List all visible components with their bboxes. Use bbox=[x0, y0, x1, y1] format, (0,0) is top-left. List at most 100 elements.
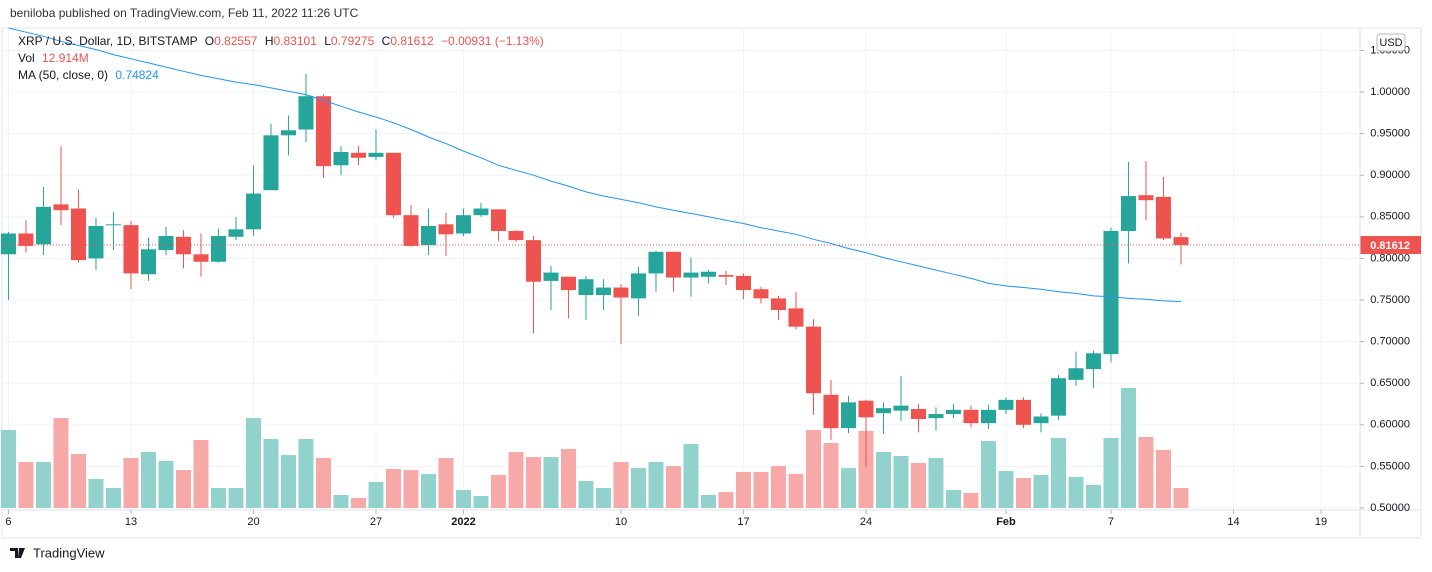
volume-bar bbox=[735, 471, 751, 508]
volume-bar bbox=[525, 457, 541, 508]
volume-bar bbox=[595, 488, 611, 508]
candle-body bbox=[473, 208, 489, 216]
volume-bar bbox=[665, 466, 681, 508]
candle-body bbox=[1103, 230, 1119, 355]
candle-body bbox=[333, 151, 349, 166]
ma-line bbox=[8, 27, 1182, 302]
volume-bar bbox=[648, 462, 664, 508]
volume-bar bbox=[175, 470, 191, 508]
change-value: −0.00931 (−1.13%) bbox=[441, 34, 544, 48]
candle-body bbox=[998, 399, 1014, 410]
candle-body bbox=[665, 251, 681, 278]
candle-body bbox=[543, 272, 559, 281]
candle-body bbox=[315, 96, 331, 167]
candle-body bbox=[893, 405, 909, 411]
candle-body bbox=[490, 209, 506, 231]
x-tick-label: 13 bbox=[125, 516, 137, 528]
ma-value: 0.74824 bbox=[115, 68, 159, 82]
volume-bar bbox=[263, 438, 279, 508]
ma-name: MA (50, close, 0) bbox=[18, 68, 108, 82]
candle-body bbox=[175, 236, 191, 255]
candle-body bbox=[595, 287, 611, 296]
volume-bar bbox=[700, 494, 716, 508]
volume-bar bbox=[945, 490, 961, 508]
volume-bar bbox=[333, 494, 349, 508]
legend-ma: MA (50, close, 0) 0.74824 bbox=[18, 68, 159, 82]
currency-badge[interactable] bbox=[1376, 33, 1406, 52]
candle-body bbox=[1138, 195, 1154, 201]
high-label: H bbox=[265, 34, 274, 48]
candle-body bbox=[210, 235, 226, 262]
volume-bar bbox=[910, 462, 926, 508]
candle-body bbox=[1085, 353, 1101, 370]
candle-body bbox=[385, 152, 401, 216]
candle-body bbox=[840, 402, 856, 429]
candle-body bbox=[0, 233, 16, 255]
volume-bar bbox=[245, 418, 261, 508]
y-tick-label: 0.90000 bbox=[1370, 169, 1410, 181]
candle-body bbox=[35, 206, 51, 245]
last-price-box bbox=[1360, 236, 1421, 255]
candle-body bbox=[770, 298, 786, 311]
candle-body bbox=[875, 408, 891, 414]
candle-body bbox=[1033, 416, 1049, 424]
volume-bar bbox=[315, 457, 331, 508]
candle-body bbox=[420, 225, 436, 246]
candle-body bbox=[368, 152, 384, 157]
low-value: 0.79275 bbox=[331, 34, 375, 48]
volume-bar bbox=[0, 429, 16, 508]
volume-bar bbox=[1173, 488, 1189, 508]
volume-bar bbox=[770, 466, 786, 508]
close-value: 0.81612 bbox=[390, 34, 434, 48]
volume-bar bbox=[403, 470, 419, 508]
volume-bar bbox=[998, 470, 1014, 508]
volume-bar bbox=[543, 457, 559, 508]
candle-body bbox=[630, 273, 646, 299]
candle-body bbox=[158, 235, 174, 251]
candle-body bbox=[683, 272, 699, 278]
x-tick-label: 6 bbox=[5, 516, 11, 528]
volume-bar bbox=[1120, 388, 1136, 508]
volume-bar bbox=[893, 455, 909, 508]
volume-bar bbox=[630, 468, 646, 508]
volume-bar bbox=[823, 442, 839, 508]
volume-bar bbox=[1015, 477, 1031, 508]
x-tick-label: 14 bbox=[1227, 516, 1239, 528]
candle-body bbox=[788, 308, 804, 327]
x-tick-label: 7 bbox=[1108, 516, 1114, 528]
candle-body bbox=[910, 409, 926, 419]
volume-bar bbox=[1068, 477, 1084, 508]
candle-body bbox=[263, 135, 279, 191]
volume-bar bbox=[963, 492, 979, 508]
candle-body bbox=[980, 409, 996, 424]
candle-body bbox=[805, 326, 821, 394]
volume-bar bbox=[1033, 475, 1049, 508]
currency-label: USD bbox=[1379, 37, 1402, 49]
volume-bar bbox=[508, 451, 524, 508]
x-tick-label: 24 bbox=[860, 516, 872, 528]
volume-bar bbox=[228, 488, 244, 508]
candle-body bbox=[193, 254, 209, 262]
candle-body bbox=[455, 215, 471, 234]
candle-body bbox=[753, 289, 769, 299]
volume-bar bbox=[1138, 436, 1154, 508]
candle-body bbox=[718, 275, 734, 277]
volume-bar bbox=[875, 451, 891, 508]
volume-bar bbox=[928, 457, 944, 508]
close-label: C bbox=[382, 34, 391, 48]
candle-body bbox=[1068, 368, 1084, 380]
candle-body bbox=[1015, 399, 1031, 425]
volume-bar bbox=[158, 460, 174, 508]
candle-body bbox=[1120, 196, 1136, 231]
y-tick-label: 0.95000 bbox=[1370, 128, 1410, 140]
y-tick-label: 0.80000 bbox=[1370, 252, 1410, 264]
candle-body bbox=[648, 251, 664, 274]
candle-layer bbox=[0, 73, 1189, 468]
volume-bar bbox=[1050, 438, 1066, 508]
volume-bar bbox=[490, 475, 506, 508]
y-tick-label: 0.85000 bbox=[1370, 211, 1410, 223]
candle-body bbox=[70, 208, 86, 261]
candle-body bbox=[1050, 378, 1066, 416]
candle-body bbox=[18, 233, 34, 246]
